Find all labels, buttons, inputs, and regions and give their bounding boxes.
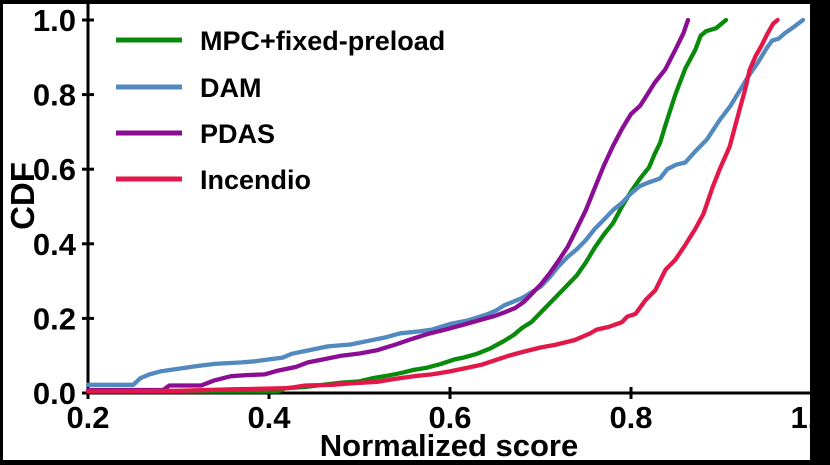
y-tick-label: 0.2 [33,301,76,336]
curve-pdas [85,17,691,393]
x-tick-label: 0.2 [66,400,109,435]
y-tick-label: 0.0 [33,376,76,411]
legend: MPC+fixed-preload DAM PDAS Incendio [116,26,445,195]
y-tick-label: 1.0 [33,3,76,38]
legend-label-mpc-fixed-preload: MPC+fixed-preload [200,26,445,56]
legend-label-incendio: Incendio [200,165,311,195]
legend-label-pdas: PDAS [200,119,275,149]
plot-area: 0.20.40.60.81.00.00.20.40.60.81.0Normali… [4,3,830,463]
y-tick-label: 0.4 [33,227,77,262]
legend-label-dam: DAM [200,73,262,103]
x-tick-label: 1.0 [790,400,830,435]
plot-panel [3,4,810,460]
x-tick-label: 0.6 [428,400,471,435]
x-tick-label: 0.4 [247,400,291,435]
curve-incendio [85,17,780,394]
y-axis-title: CDF [4,162,41,230]
y-tick-label: 0.6 [33,152,76,187]
curve-mpc-fixed-preload [85,17,729,394]
x-axis-title: Normalized score [320,428,578,463]
x-tick-label: 0.8 [609,400,652,435]
y-tick-label: 0.8 [33,78,76,113]
